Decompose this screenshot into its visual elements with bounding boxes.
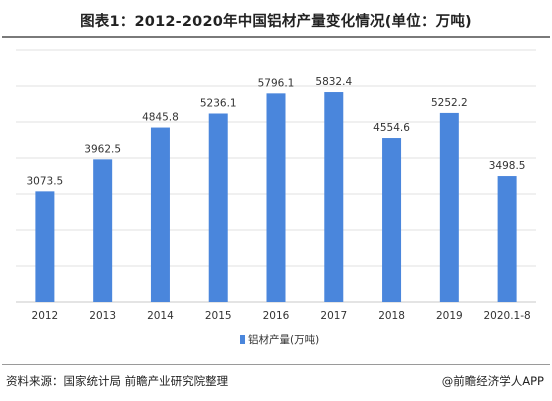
bar — [266, 93, 286, 303]
legend-label: 铝材产量(万吨) — [248, 333, 319, 346]
bar-value-label: 4554.6 — [373, 122, 410, 134]
x-tick-label: 2020.1-8 — [484, 310, 531, 322]
x-tick-label: 2015 — [205, 310, 232, 322]
bar-value-label: 4845.8 — [142, 112, 179, 124]
title-divider — [2, 36, 550, 38]
bar — [208, 113, 228, 302]
bar-value-label: 3073.5 — [27, 175, 64, 187]
bar — [439, 112, 459, 302]
bar — [497, 176, 517, 302]
legend-swatch — [240, 335, 245, 344]
bar — [382, 138, 402, 302]
bar-value-label: 5252.2 — [431, 97, 468, 109]
bar — [35, 191, 55, 302]
x-tick-label: 2014 — [147, 310, 174, 322]
bar — [93, 159, 113, 302]
bar — [150, 127, 170, 302]
x-tick-label: 2016 — [263, 310, 290, 322]
bar-value-label: 5832.4 — [315, 76, 352, 88]
chart-title: 图表1：2012-2020年中国铝材产量变化情况(单位：万吨) — [80, 14, 472, 30]
x-tick-label: 2017 — [320, 310, 347, 322]
bar — [324, 92, 344, 302]
x-tick-label: 2012 — [32, 310, 59, 322]
x-tick-label: 2019 — [436, 310, 463, 322]
bar-value-label: 3962.5 — [84, 143, 121, 155]
brand-credit: @前瞻经济学人APP — [441, 374, 544, 388]
footer-divider — [2, 364, 550, 365]
x-tick-label: 2018 — [378, 310, 405, 322]
bar-chart: 3073.5 2012 3962.5 2013 4845.8 2014 5236.1 2015… — [16, 49, 536, 346]
bar-value-label: 5236.1 — [200, 98, 237, 110]
bar-value-label: 3498.5 — [489, 160, 526, 172]
x-tick-label: 2013 — [89, 310, 116, 322]
bar-value-label: 5796.1 — [258, 77, 295, 89]
source-note: 资料来源：国家统计局 前瞻产业研究院整理 — [6, 374, 229, 388]
